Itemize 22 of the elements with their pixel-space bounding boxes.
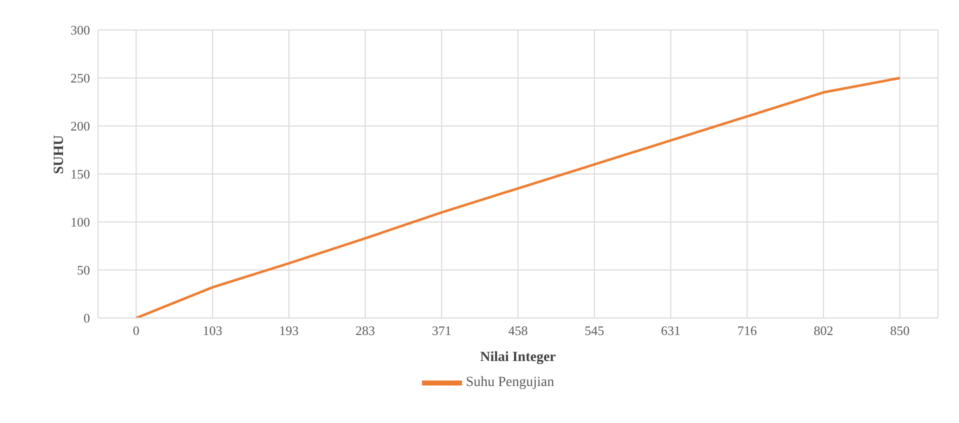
x-tick-label: 193: [279, 323, 299, 338]
y-tick-label: 250: [70, 70, 90, 86]
x-tick-label: 458: [508, 323, 528, 338]
y-tick-label: 0: [84, 310, 90, 326]
y-axis-title: SUHU: [52, 135, 67, 174]
y-tick-label: 50: [77, 262, 90, 278]
x-axis-title: Nilai Integer: [480, 350, 556, 365]
x-tick-label: 716: [737, 323, 758, 338]
y-tick-label: 150: [70, 166, 90, 182]
y-tick-label: 100: [70, 214, 90, 230]
line-series: [134, 76, 902, 318]
x-tick-label: 371: [432, 323, 452, 338]
x-tick-label: 283: [356, 323, 376, 338]
x-tick-label: 545: [584, 323, 604, 338]
x-tick-label: 631: [660, 323, 680, 338]
y-tick-label: 200: [70, 118, 90, 134]
legend-label: Suhu Pengujian: [466, 375, 554, 390]
x-tick-label: 802: [814, 323, 834, 338]
y-tick-label: 300: [70, 22, 90, 38]
x-tick-label: 103: [202, 323, 222, 338]
x-tick-label: 0: [132, 323, 140, 338]
x-tick-label: 850: [890, 323, 910, 338]
